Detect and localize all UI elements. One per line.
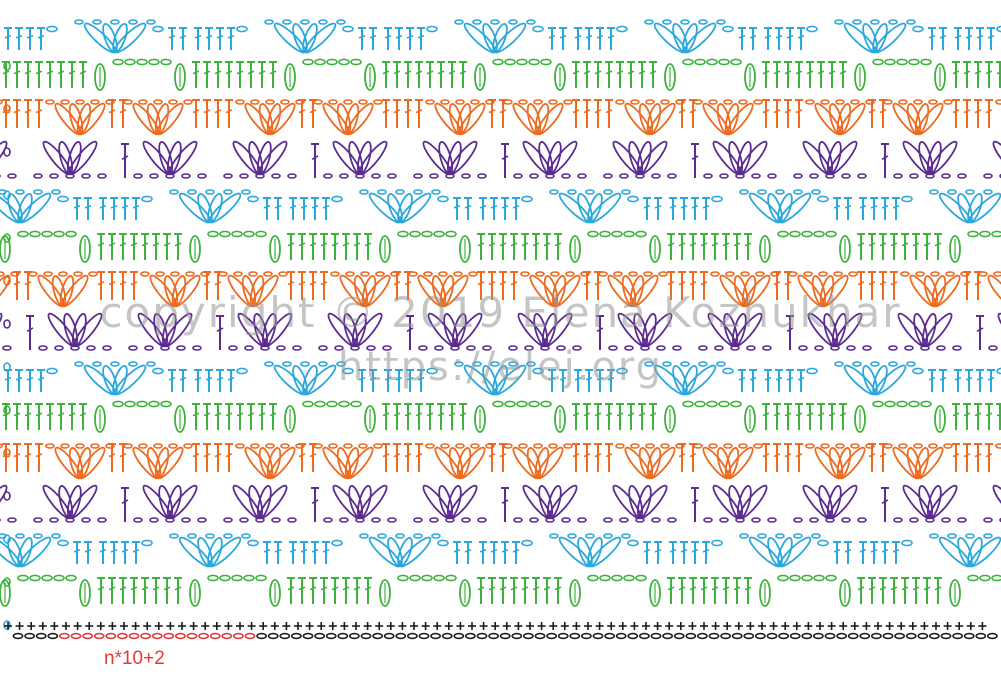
- foundation-chain-row: [12, 632, 998, 640]
- chart-row-9: [4, 361, 1001, 396]
- chart-row-1: [4, 19, 1001, 54]
- chart-row-11: [0, 443, 1001, 480]
- repeat-formula-label: n*10+2: [104, 648, 165, 669]
- chart-row-8: [0, 312, 1001, 351]
- chart-left-edge: [3, 61, 11, 630]
- foundation-row: [4, 622, 987, 630]
- chart-row-10: [2, 400, 1001, 433]
- chart-row-14: [0, 574, 1001, 607]
- chart-row-5: [0, 189, 1001, 224]
- chart-row-12: [0, 484, 1001, 523]
- chart-row-3: [0, 99, 1001, 136]
- chart-row-7: [0, 271, 1001, 308]
- chart-row-13: [0, 533, 1001, 568]
- chart-row-4: [0, 140, 1001, 179]
- chart-row-6: [0, 230, 1001, 263]
- chart-row-2: [2, 58, 1001, 91]
